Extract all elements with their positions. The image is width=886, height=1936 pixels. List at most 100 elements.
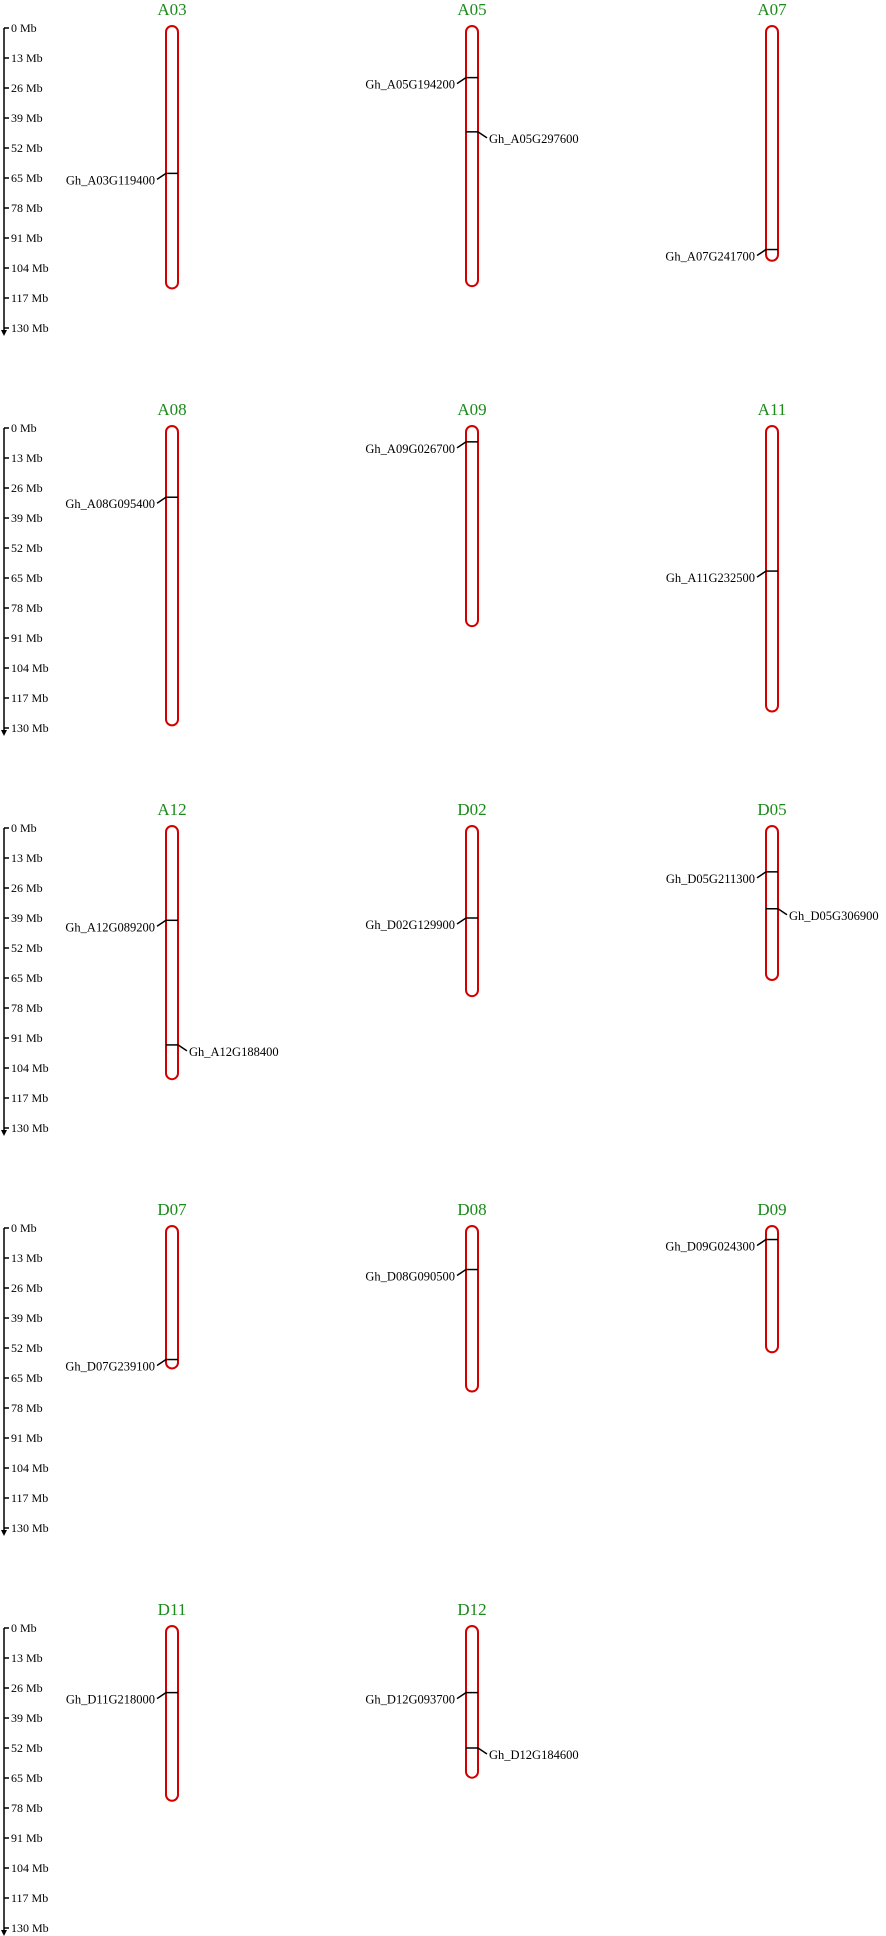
axis-tick-label: 130 Mb	[11, 721, 49, 735]
axis-tick-label: 117 Mb	[11, 291, 48, 305]
gene-marker: Gh_A05G297600	[466, 131, 579, 146]
axis-tick-label: 65 Mb	[11, 971, 43, 985]
chromosome-d02: D02 Gh_D02G129900	[365, 800, 487, 998]
axis-tick-label: 130 Mb	[11, 1121, 49, 1135]
chromosome-title: D11	[158, 1600, 187, 1619]
axis-tick-label: 78 Mb	[11, 1001, 43, 1015]
chromosome-row: 0 Mb 13 Mb 26 Mb 39 Mb 52 Mb 65 Mb 78 Mb 91 Mb 1…	[1, 0, 787, 336]
mb-axis: 0 Mb 13 Mb 26 Mb 39 Mb 52 Mb 65 Mb 78 Mb 91 Mb 1…	[1, 421, 49, 736]
axis-tick-label: 91 Mb	[11, 1831, 43, 1845]
chromosome-title: D05	[757, 800, 786, 819]
chromosome-body	[765, 25, 779, 262]
chromosome-body	[465, 25, 479, 288]
gene-leader-line	[456, 1268, 467, 1277]
gene-marker: Gh_D07G239100	[65, 1358, 178, 1374]
axis-tick-label: 104 Mb	[11, 661, 49, 675]
axis-tick-label: 26 Mb	[11, 481, 43, 495]
chromosome-d11: D11 Gh_D11G218000	[66, 1600, 187, 1802]
axis-tick-label: 52 Mb	[11, 541, 43, 555]
chromosome-row: 0 Mb 13 Mb 26 Mb 39 Mb 52 Mb 65 Mb 78 Mb 91 Mb 1…	[1, 800, 879, 1136]
axis-tick-label: 65 Mb	[11, 1771, 43, 1785]
axis-tick-label: 0 Mb	[11, 21, 37, 35]
axis-tick-label: 52 Mb	[11, 1341, 43, 1355]
axis-tick-label: 13 Mb	[11, 451, 43, 465]
axis-tick-label: 39 Mb	[11, 111, 43, 125]
axis-tick-label: 13 Mb	[11, 51, 43, 65]
axis-tick-label: 78 Mb	[11, 1801, 43, 1815]
axis-tick-label: 117 Mb	[11, 1091, 48, 1105]
chromosome-body	[165, 425, 179, 727]
gene-leader-line	[477, 131, 488, 139]
chromosome-body	[465, 1625, 479, 1779]
axis-tick-label: 52 Mb	[11, 941, 43, 955]
chromosome-row: 0 Mb 13 Mb 26 Mb 39 Mb 52 Mb 65 Mb 78 Mb 91 Mb 1…	[1, 400, 786, 736]
chromosome-body	[165, 825, 179, 1081]
gene-leader-line	[156, 919, 167, 927]
chromosome-a09: A09 Gh_A09G026700	[365, 400, 487, 628]
axis-tick-label: 117 Mb	[11, 1891, 48, 1905]
chromosome-d09: D09 Gh_D09G024300	[665, 1200, 787, 1354]
axis-tick-label: 26 Mb	[11, 881, 43, 895]
chromosome-body	[165, 25, 179, 290]
gene-label: Gh_D12G184600	[489, 1748, 579, 1762]
chromosome-a12: A12 Gh_A12G089200 Gh_A12G188400	[65, 800, 279, 1081]
gene-label: Gh_A09G026700	[365, 442, 455, 456]
axis-tick-label: 13 Mb	[11, 1651, 43, 1665]
axis-arrow-icon	[1, 1130, 7, 1136]
axis-tick-label: 78 Mb	[11, 1401, 43, 1415]
gene-leader-line	[456, 1691, 467, 1700]
gene-marker: Gh_A05G194200	[365, 76, 478, 92]
axis-tick-label: 65 Mb	[11, 1371, 43, 1385]
chromosome-title: A09	[457, 400, 486, 419]
gene-label: Gh_D02G129900	[365, 918, 455, 932]
mb-axis: 0 Mb 13 Mb 26 Mb 39 Mb 52 Mb 65 Mb 78 Mb 91 Mb 1…	[1, 1221, 49, 1536]
chromosome-a05: A05 Gh_A05G194200 Gh_A05G297600	[365, 0, 579, 288]
gene-marker: Gh_D05G211300	[666, 871, 778, 886]
gene-marker: Gh_D09G024300	[665, 1238, 778, 1254]
chromosome-body	[165, 1225, 179, 1370]
chromosome-a07: A07 Gh_A07G241700	[665, 0, 787, 264]
axis-tick-label: 91 Mb	[11, 231, 43, 245]
axis-tick-label: 78 Mb	[11, 201, 43, 215]
axis-tick-label: 13 Mb	[11, 851, 43, 865]
gene-leader-line	[156, 172, 167, 181]
gene-leader-line	[756, 871, 767, 879]
axis-tick-label: 26 Mb	[11, 1281, 43, 1295]
gene-leader-line	[156, 496, 167, 504]
mb-axis: 0 Mb 13 Mb 26 Mb 39 Mb 52 Mb 65 Mb 78 Mb 91 Mb 1…	[1, 21, 49, 336]
axis-tick-label: 26 Mb	[11, 1681, 43, 1695]
axis-tick-label: 91 Mb	[11, 1431, 43, 1445]
axis-tick-label: 104 Mb	[11, 1461, 49, 1475]
chromosome-title: A08	[157, 400, 186, 419]
gene-marker: Gh_A12G188400	[166, 1044, 279, 1059]
chromosome-title: D09	[757, 1200, 786, 1219]
axis-tick-label: 117 Mb	[11, 1491, 48, 1505]
chromosome-title: A05	[457, 0, 486, 19]
gene-marker: Gh_A07G241700	[665, 248, 778, 264]
chromosome-title: A07	[757, 0, 787, 19]
gene-label: Gh_A12G188400	[189, 1045, 279, 1059]
axis-tick-label: 117 Mb	[11, 691, 48, 705]
gene-marker: Gh_D05G306900	[766, 908, 879, 923]
axis-tick-label: 39 Mb	[11, 911, 43, 925]
gene-marker: Gh_A11G232500	[666, 570, 778, 585]
gene-label: Gh_A03G119400	[66, 173, 155, 187]
gene-marker: Gh_D12G184600	[466, 1747, 579, 1762]
gene-label: Gh_D05G306900	[789, 909, 879, 923]
chromosome-title: D02	[457, 800, 486, 819]
chromosome-body	[765, 425, 779, 713]
gene-label: Gh_D09G024300	[665, 1240, 755, 1254]
gene-label: Gh_D08G090500	[365, 1270, 455, 1284]
gene-leader-line	[456, 441, 467, 449]
gene-label: Gh_A11G232500	[666, 571, 755, 585]
chromosome-row: 0 Mb 13 Mb 26 Mb 39 Mb 52 Mb 65 Mb 78 Mb 91 Mb 1…	[1, 1600, 579, 1936]
mb-axis: 0 Mb 13 Mb 26 Mb 39 Mb 52 Mb 65 Mb 78 Mb 91 Mb 1…	[1, 1621, 49, 1936]
chromosome-title: A12	[157, 800, 186, 819]
axis-tick-label: 52 Mb	[11, 1741, 43, 1755]
axis-tick-label: 78 Mb	[11, 601, 43, 615]
chromosome-body	[465, 825, 479, 998]
chromosome-a11: A11 Gh_A11G232500	[666, 400, 786, 713]
axis-tick-label: 130 Mb	[11, 1921, 49, 1935]
gene-leader-line	[456, 76, 467, 85]
